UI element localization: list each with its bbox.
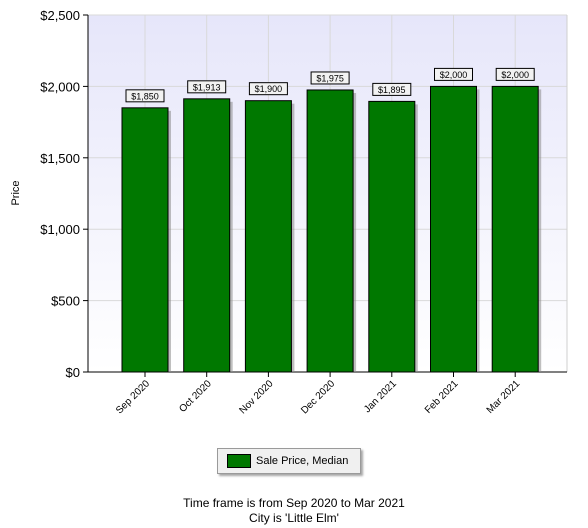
data-label: $1,900 xyxy=(255,84,283,94)
data-label-box xyxy=(125,89,165,103)
data-label-box xyxy=(495,67,535,81)
timeframe-caption: Time frame is from Sep 2020 to Mar 2021 xyxy=(183,496,405,510)
data-label-box xyxy=(372,82,412,96)
legend-swatch xyxy=(227,454,251,468)
data-label: $1,975 xyxy=(316,73,344,83)
data-label-box xyxy=(310,71,350,85)
x-tick-label: Nov 2020 xyxy=(237,378,275,416)
y-tick-label: $2,500 xyxy=(40,8,80,23)
data-label: $2,000 xyxy=(501,70,529,80)
y-tick-label: $0 xyxy=(66,365,80,380)
data-label-box xyxy=(434,67,473,81)
bar xyxy=(306,89,354,373)
x-tick-label: Mar 2021 xyxy=(485,378,523,416)
data-label: $1,895 xyxy=(378,85,406,95)
data-label: $2,000 xyxy=(440,70,468,80)
legend: Sale Price, Median xyxy=(217,448,361,474)
y-tick-label: $2,000 xyxy=(40,79,80,94)
x-tick-label: Jan 2021 xyxy=(362,378,399,415)
x-tick-label: Feb 2021 xyxy=(423,378,461,416)
y-tick-label: $1,500 xyxy=(40,151,80,166)
bar xyxy=(491,85,539,373)
bar-chart: $0 $500 $1,000 $1,500 $2,000 $2,500 Sep 2020 Oc… xyxy=(10,8,568,416)
bar xyxy=(183,98,231,373)
data-label: $1,913 xyxy=(193,82,221,92)
bar xyxy=(368,100,416,373)
x-tick-label: Oct 2020 xyxy=(177,378,214,415)
x-tick-label: Sep 2020 xyxy=(114,378,152,416)
bar xyxy=(244,100,292,373)
y-tick-label: $500 xyxy=(51,294,80,309)
data-label-box xyxy=(248,82,288,96)
city-caption: City is 'Little Elm' xyxy=(249,511,339,525)
legend-label: Sale Price, Median xyxy=(256,455,349,467)
bar xyxy=(121,107,169,373)
x-tick-label: Dec 2020 xyxy=(299,378,337,416)
data-label-box xyxy=(187,80,227,94)
data-label: $1,850 xyxy=(131,91,159,101)
y-tick-label: $1,000 xyxy=(40,222,80,237)
bar xyxy=(430,85,477,373)
y-axis-title: Price xyxy=(10,180,22,205)
